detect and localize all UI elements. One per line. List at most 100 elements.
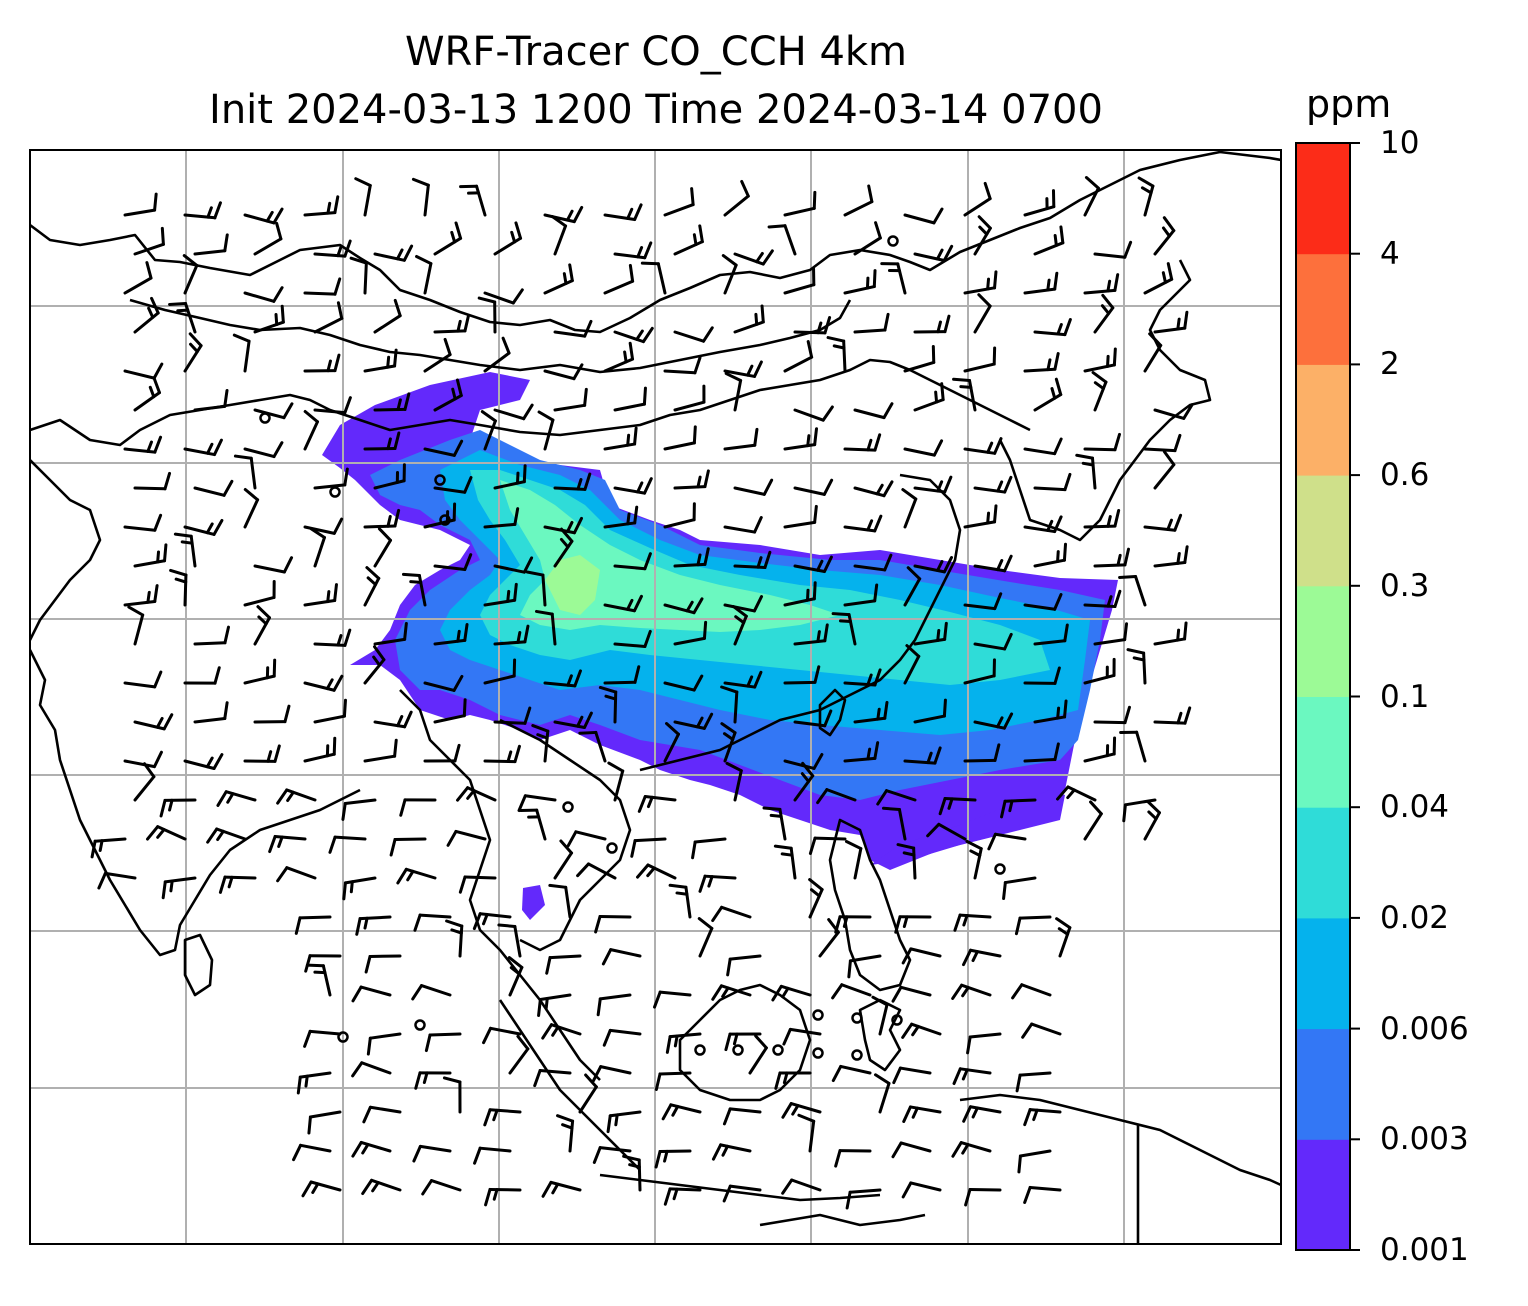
wind-barb-feather	[159, 798, 167, 818]
wind-barb-feather	[707, 875, 714, 888]
wind-barb-shaft	[253, 564, 286, 574]
wind-barb-shaft	[1143, 447, 1177, 453]
wind-barb-shaft	[603, 442, 637, 451]
wind-barb-feather	[282, 556, 294, 574]
wind-barb-feather	[1054, 377, 1063, 397]
wind-barb-shaft	[433, 486, 467, 494]
wind-barb-feather	[389, 837, 397, 857]
wind-barb-feather	[565, 209, 574, 222]
wind-barb-feather	[573, 669, 582, 688]
wind-barb-feather	[711, 1143, 723, 1161]
wind-barb-shaft	[898, 1066, 932, 1075]
wind-barb-shaft	[463, 875, 497, 880]
wind-barb-feather	[905, 644, 921, 658]
wind-barb-shaft	[913, 714, 946, 724]
wind-barb-feather	[414, 1071, 422, 1090]
wind-barb-shaft	[793, 720, 827, 728]
wind-barb-feather	[1106, 515, 1112, 528]
wind-barb-shaft	[903, 213, 936, 225]
wind-barb-feather	[672, 1187, 679, 1201]
wind-barb-feather	[446, 829, 458, 847]
wind-barb-feather	[472, 912, 482, 931]
wind-barb-feather	[1112, 347, 1117, 367]
wind-barb-shaft	[848, 954, 882, 963]
wind-barb-feather	[842, 915, 849, 928]
wind-barb-shaft	[968, 1105, 1002, 1114]
wind-barb-shaft	[313, 316, 344, 334]
wind-barb-shaft	[903, 497, 918, 529]
wind-barb-shaft	[1143, 277, 1174, 295]
wind-barb-feather	[393, 348, 398, 368]
wind-barb-feather	[633, 665, 641, 684]
wind-barb-feather	[813, 504, 818, 524]
wind-barb-feather	[952, 377, 972, 383]
wind-barb-shaft	[663, 518, 696, 529]
wind-barb-feather	[304, 954, 312, 973]
wind-barb-feather	[411, 984, 424, 1001]
wind-barb-feather	[454, 221, 463, 240]
wind-barb-feather	[876, 789, 888, 806]
wind-barb-feather	[364, 954, 372, 974]
wind-barb-shaft	[598, 1146, 632, 1153]
wind-barb-feather	[513, 744, 521, 764]
wind-barb-shaft	[363, 524, 397, 529]
wind-barb-feather	[366, 1036, 372, 1056]
wind-barb-shaft	[493, 564, 526, 574]
wind-barb-shaft	[843, 756, 877, 763]
wind-barb-feather	[372, 655, 382, 667]
wind-barb-feather	[696, 553, 702, 567]
wind-barb-feather	[882, 806, 901, 812]
wind-barb-shaft	[308, 1029, 342, 1036]
wind-barb-feather	[663, 1149, 669, 1163]
coast-philippines	[828, 818, 912, 992]
wind-barb-shaft	[299, 1143, 332, 1153]
wind-barb-feather	[343, 239, 352, 258]
wind-barb-feather	[823, 709, 833, 728]
colorbar-segment	[1296, 253, 1350, 365]
wind-barb-shaft	[508, 965, 524, 997]
wind-barb-shaft	[733, 690, 739, 724]
wind-barb-feather	[492, 1188, 499, 1201]
wind-barb-feather	[882, 480, 894, 498]
wind-barb-shaft	[783, 759, 816, 770]
wind-barb-feather	[823, 623, 829, 643]
wind-barb-feather	[986, 277, 991, 291]
wind-barb-feather	[607, 761, 625, 773]
wind-barb-feather	[466, 789, 476, 800]
wind-barb-feather	[626, 512, 631, 526]
wind-barb-shaft	[913, 252, 946, 262]
wind-barb-shaft	[538, 993, 572, 1002]
wind-barb-feather	[844, 840, 863, 851]
wind-barb-feather	[867, 184, 874, 204]
wind-barb-feather	[1056, 550, 1060, 564]
wind-barb-feather	[326, 590, 331, 604]
wind-barb-feather	[883, 553, 893, 572]
wind-barb-feather	[523, 624, 530, 644]
wind-barb-feather	[1166, 262, 1174, 281]
wind-barb-feather	[604, 694, 618, 701]
wind-barb-shaft	[313, 642, 347, 647]
wind-barb-shaft	[1033, 639, 1067, 646]
wind-barb-feather	[1063, 699, 1068, 719]
wind-barb-shaft	[313, 252, 347, 258]
wind-barb-shaft	[963, 286, 997, 295]
wind-barb-feather	[292, 1143, 303, 1162]
wind-barb-shaft	[308, 1110, 342, 1119]
wind-barb-feather	[402, 244, 414, 262]
wind-barb-feather	[583, 472, 592, 491]
wind-barb-feather	[583, 319, 593, 338]
wind-barb-feather	[163, 471, 172, 491]
wind-barb-shaft	[843, 525, 877, 533]
wind-barb-shaft	[493, 236, 523, 256]
wind-barb-feather	[781, 986, 790, 999]
wind-barb-feather	[363, 916, 369, 930]
wind-barb-feather	[902, 851, 916, 857]
wind-barb-feather	[373, 645, 386, 662]
wind-barb-feather	[668, 883, 688, 889]
wind-barb-feather	[873, 433, 882, 452]
wind-barb-shaft	[103, 871, 137, 880]
wind-barb-feather	[653, 990, 662, 1009]
wind-barb-feather	[774, 1071, 782, 1090]
wind-barb-shaft	[433, 394, 463, 412]
wind-barb-feather	[160, 226, 165, 246]
